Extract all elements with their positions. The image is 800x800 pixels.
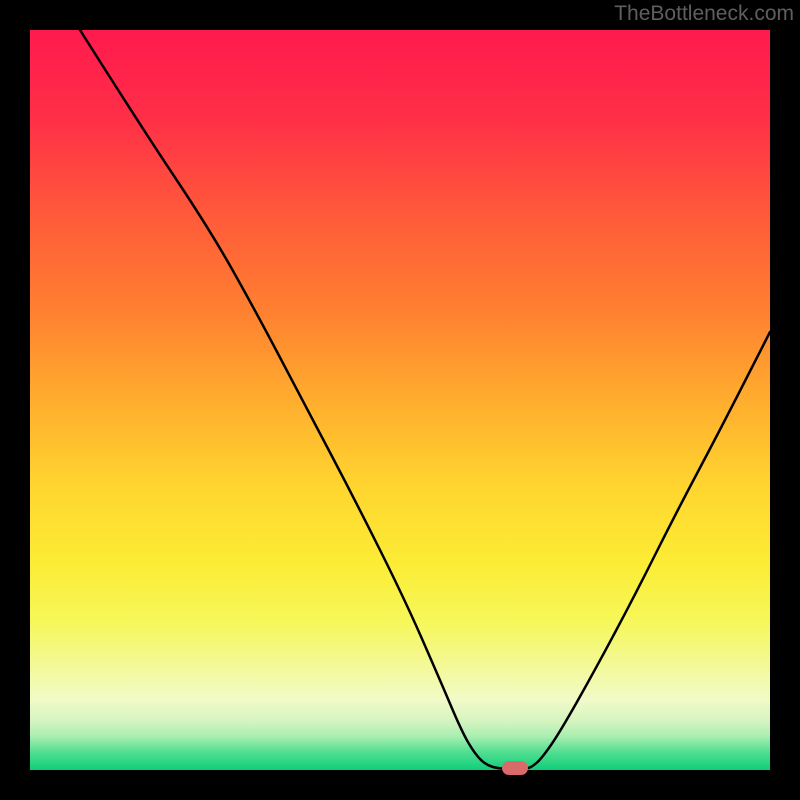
plot-area — [30, 30, 770, 770]
sweet-spot-marker — [502, 761, 528, 775]
plot-svg — [30, 30, 770, 770]
gradient-background — [30, 30, 770, 770]
chart-frame: TheBottleneck.com — [0, 0, 800, 800]
watermark-label: TheBottleneck.com — [614, 2, 794, 26]
